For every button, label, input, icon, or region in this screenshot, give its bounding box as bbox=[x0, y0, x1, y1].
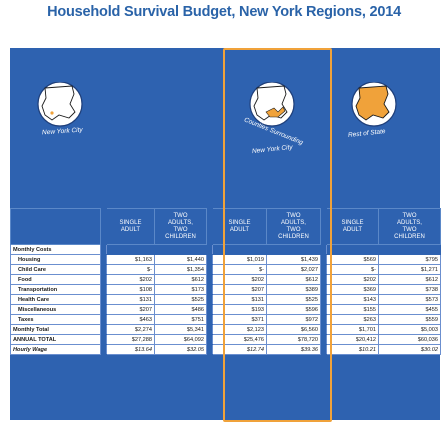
data-cell: $2,027 bbox=[266, 264, 321, 275]
row-label: ANNUAL TOTAL bbox=[10, 334, 101, 345]
region-nyc: New York City bbox=[12, 82, 112, 182]
data-cell: $612 bbox=[266, 274, 321, 285]
col-header: SINGLE ADULT bbox=[326, 208, 379, 245]
region-surrounding: Counties Surrounding New York City bbox=[222, 82, 322, 182]
surrounding-map-icon bbox=[249, 82, 295, 127]
row-label: Food bbox=[10, 274, 101, 285]
table-row: Miscellaneous $207 $486 $193 $596 $155 $455 bbox=[10, 304, 441, 315]
header-spacer bbox=[10, 208, 101, 245]
data-cell: $573 bbox=[378, 294, 441, 305]
row-label: Health Care bbox=[10, 294, 101, 305]
col-header: SINGLE ADULT bbox=[212, 208, 267, 245]
data-cell: $525 bbox=[266, 294, 321, 305]
col-header: TWO ADULTS, TWO CHILDREN bbox=[266, 208, 321, 245]
budget-table: SINGLE ADULT TWO ADULTS, TWO CHILDREN SINGLE… bbox=[10, 208, 441, 355]
table-row: ANNUAL TOTAL $27,288 $64,092 $25,476 $78,720… bbox=[10, 334, 441, 345]
data-cell: $155 bbox=[326, 304, 379, 315]
row-label: Housing bbox=[10, 254, 101, 265]
data-cell: $12.74 bbox=[212, 344, 267, 355]
data-cell: $6,560 bbox=[266, 324, 321, 335]
data-cell: $486 bbox=[154, 304, 207, 315]
data-cell: $1,019 bbox=[212, 254, 267, 265]
col-header: TWO ADULTS, TWO CHILDREN bbox=[378, 208, 441, 245]
region-rest: Rest of State bbox=[320, 82, 420, 182]
data-cell: $263 bbox=[326, 314, 379, 325]
row-label: Hourly Wage bbox=[10, 344, 101, 355]
data-cell: $559 bbox=[378, 314, 441, 325]
table-row: Child Care $- $1,354 $- $2,027 $- $1,271 bbox=[10, 264, 441, 275]
data-cell: $131 bbox=[106, 294, 155, 305]
data-cell: $525 bbox=[154, 294, 207, 305]
row-label: Monthly Total bbox=[10, 324, 101, 335]
data-cell: $1,354 bbox=[154, 264, 207, 275]
table-row: Housing $1,163 $1,440 $1,019 $1,439 $569 $795 bbox=[10, 254, 441, 265]
data-cell: $108 bbox=[106, 284, 155, 295]
data-cell: $463 bbox=[106, 314, 155, 325]
data-cell: $207 bbox=[212, 284, 267, 295]
rest-of-state-map-icon bbox=[351, 82, 397, 127]
data-cell: $1,163 bbox=[106, 254, 155, 265]
data-cell: $78,720 bbox=[266, 334, 321, 345]
data-cell: $143 bbox=[326, 294, 379, 305]
data-cell: $371 bbox=[212, 314, 267, 325]
data-cell: $25,476 bbox=[212, 334, 267, 345]
data-cell: $- bbox=[326, 264, 379, 275]
data-cell: $202 bbox=[326, 274, 379, 285]
data-cell: $795 bbox=[378, 254, 441, 265]
table-row: Hourly Wage $13.64 $32.05 $12.74 $39.36 $10.2… bbox=[10, 344, 441, 355]
data-cell: $751 bbox=[154, 314, 207, 325]
data-cell: $5,341 bbox=[154, 324, 207, 335]
table-row: Health Care $131 $525 $131 $525 $143 $573 bbox=[10, 294, 441, 305]
data-cell: $569 bbox=[326, 254, 379, 265]
data-cell: $173 bbox=[154, 284, 207, 295]
data-cell: $30.02 bbox=[378, 344, 441, 355]
data-cell: $202 bbox=[212, 274, 267, 285]
data-cell: $1,271 bbox=[378, 264, 441, 275]
data-cell: $455 bbox=[378, 304, 441, 315]
data-cell: $60,036 bbox=[378, 334, 441, 345]
row-label: Miscellaneous bbox=[10, 304, 101, 315]
data-cell: $20,412 bbox=[326, 334, 379, 345]
data-cell: $612 bbox=[378, 274, 441, 285]
table-body: Monthly Costs Housing $1,163 $1,440 $1,019 $… bbox=[10, 244, 441, 355]
section-label: Monthly Costs bbox=[10, 244, 101, 255]
data-cell: $389 bbox=[266, 284, 321, 295]
table-row: Taxes $463 $751 $371 $972 $263 $559 bbox=[10, 314, 441, 325]
data-cell: $5,003 bbox=[378, 324, 441, 335]
section-row: Monthly Costs bbox=[10, 244, 441, 255]
data-cell: $207 bbox=[106, 304, 155, 315]
data-cell: $32.05 bbox=[154, 344, 207, 355]
data-cell: $131 bbox=[212, 294, 267, 305]
col-header: TWO ADULTS, TWO CHILDREN bbox=[154, 208, 207, 245]
row-label: Taxes bbox=[10, 314, 101, 325]
data-cell: $27,288 bbox=[106, 334, 155, 345]
data-cell: $- bbox=[106, 264, 155, 275]
row-label: Child Care bbox=[10, 264, 101, 275]
table-header-row: SINGLE ADULT TWO ADULTS, TWO CHILDREN SINGLE… bbox=[10, 208, 441, 245]
nyc-map-icon bbox=[37, 82, 83, 127]
table-row: Transportation $108 $173 $207 $389 $369 $738 bbox=[10, 284, 441, 295]
data-cell: $2,274 bbox=[106, 324, 155, 335]
table-row: Food $202 $612 $202 $612 $202 $612 bbox=[10, 274, 441, 285]
page-title: Household Survival Budget, New York Regi… bbox=[47, 4, 401, 20]
table-row: Monthly Total $2,274 $5,341 $2,123 $6,560 $1,… bbox=[10, 324, 441, 335]
data-cell: $- bbox=[212, 264, 267, 275]
data-cell: $738 bbox=[378, 284, 441, 295]
data-cell: $64,092 bbox=[154, 334, 207, 345]
col-header: SINGLE ADULT bbox=[106, 208, 155, 245]
data-cell: $2,123 bbox=[212, 324, 267, 335]
row-label: Transportation bbox=[10, 284, 101, 295]
data-cell: $1,440 bbox=[154, 254, 207, 265]
data-cell: $1,439 bbox=[266, 254, 321, 265]
data-cell: $612 bbox=[154, 274, 207, 285]
data-cell: $1,701 bbox=[326, 324, 379, 335]
data-cell: $13.64 bbox=[106, 344, 155, 355]
data-cell: $369 bbox=[326, 284, 379, 295]
data-cell: $972 bbox=[266, 314, 321, 325]
data-cell: $10.21 bbox=[326, 344, 379, 355]
data-cell: $193 bbox=[212, 304, 267, 315]
data-cell: $39.36 bbox=[266, 344, 321, 355]
data-cell: $596 bbox=[266, 304, 321, 315]
data-cell: $202 bbox=[106, 274, 155, 285]
